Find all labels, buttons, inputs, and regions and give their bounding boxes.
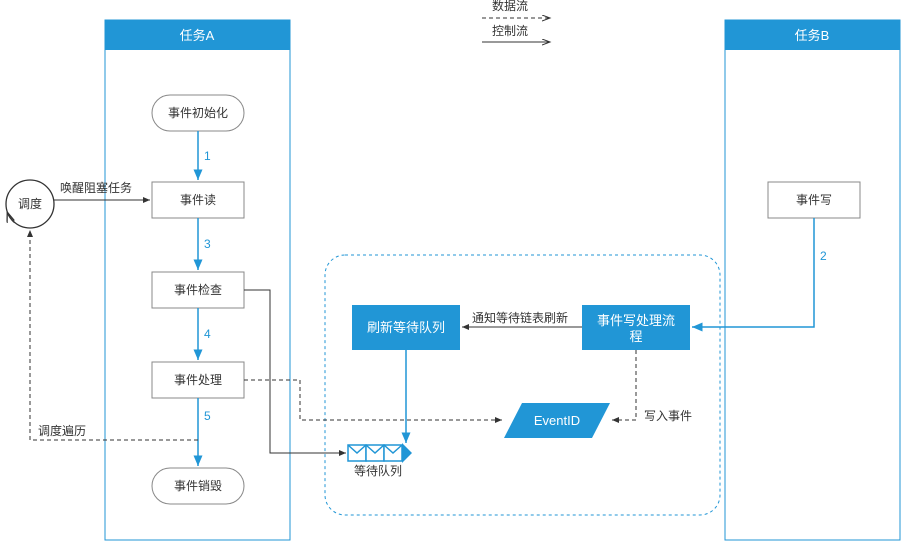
legend: 数据流 控制流 bbox=[482, 0, 550, 42]
legend-data-flow: 数据流 bbox=[492, 0, 528, 13]
edge-1: 1 bbox=[204, 149, 211, 163]
svg-text:调度: 调度 bbox=[18, 196, 42, 211]
svg-text:事件销毁: 事件销毁 bbox=[174, 478, 222, 493]
node-write-flow: 事件写处理流 程 bbox=[582, 305, 690, 350]
node-read: 事件读 bbox=[152, 182, 244, 218]
node-check: 事件检查 bbox=[152, 272, 244, 308]
notify-label: 通知等待链表刷新 bbox=[472, 310, 568, 325]
svg-text:事件写处理流: 事件写处理流 bbox=[597, 313, 675, 328]
edge-4: 4 bbox=[204, 327, 211, 341]
node-destroy: 事件销毁 bbox=[152, 468, 244, 504]
task-b-container: 任务B bbox=[725, 20, 900, 540]
svg-text:EventID: EventID bbox=[534, 413, 580, 428]
svg-text:事件初始化: 事件初始化 bbox=[168, 106, 228, 120]
waiting-queue-icon: 等待队列 bbox=[348, 443, 412, 478]
edge-2: 2 bbox=[820, 249, 827, 263]
edge-3: 3 bbox=[204, 237, 211, 251]
node-process: 事件处理 bbox=[152, 362, 244, 398]
svg-text:刷新等待队列: 刷新等待队列 bbox=[367, 320, 445, 335]
task-a-title: 任务A bbox=[180, 28, 215, 43]
write-event-label: 写入事件 bbox=[644, 409, 692, 423]
task-b-title: 任务B bbox=[795, 28, 830, 43]
diagram-canvas: 数据流 控制流 任务A 任务B 事件初始化 事件读 事件检查 事件处理 事件销毁… bbox=[0, 0, 904, 544]
node-write: 事件写 bbox=[768, 182, 860, 218]
svg-text:事件处理: 事件处理 bbox=[174, 373, 222, 387]
wake-label: 唤醒阻塞任务 bbox=[60, 180, 132, 195]
legend-control-flow: 控制流 bbox=[492, 24, 528, 38]
node-dispatch: 调度 bbox=[6, 180, 54, 228]
waiting-queue-label: 等待队列 bbox=[354, 463, 402, 478]
svg-text:事件读: 事件读 bbox=[180, 193, 216, 207]
node-refresh-queue: 刷新等待队列 bbox=[352, 305, 460, 350]
dispatch-traverse-label: 调度遍历 bbox=[38, 423, 86, 438]
node-event-id: EventID bbox=[504, 403, 610, 438]
svg-text:事件检查: 事件检查 bbox=[174, 282, 222, 297]
svg-text:程: 程 bbox=[629, 329, 642, 344]
edge-5: 5 bbox=[204, 409, 211, 423]
svg-text:事件写: 事件写 bbox=[796, 193, 832, 207]
node-init: 事件初始化 bbox=[152, 95, 244, 131]
